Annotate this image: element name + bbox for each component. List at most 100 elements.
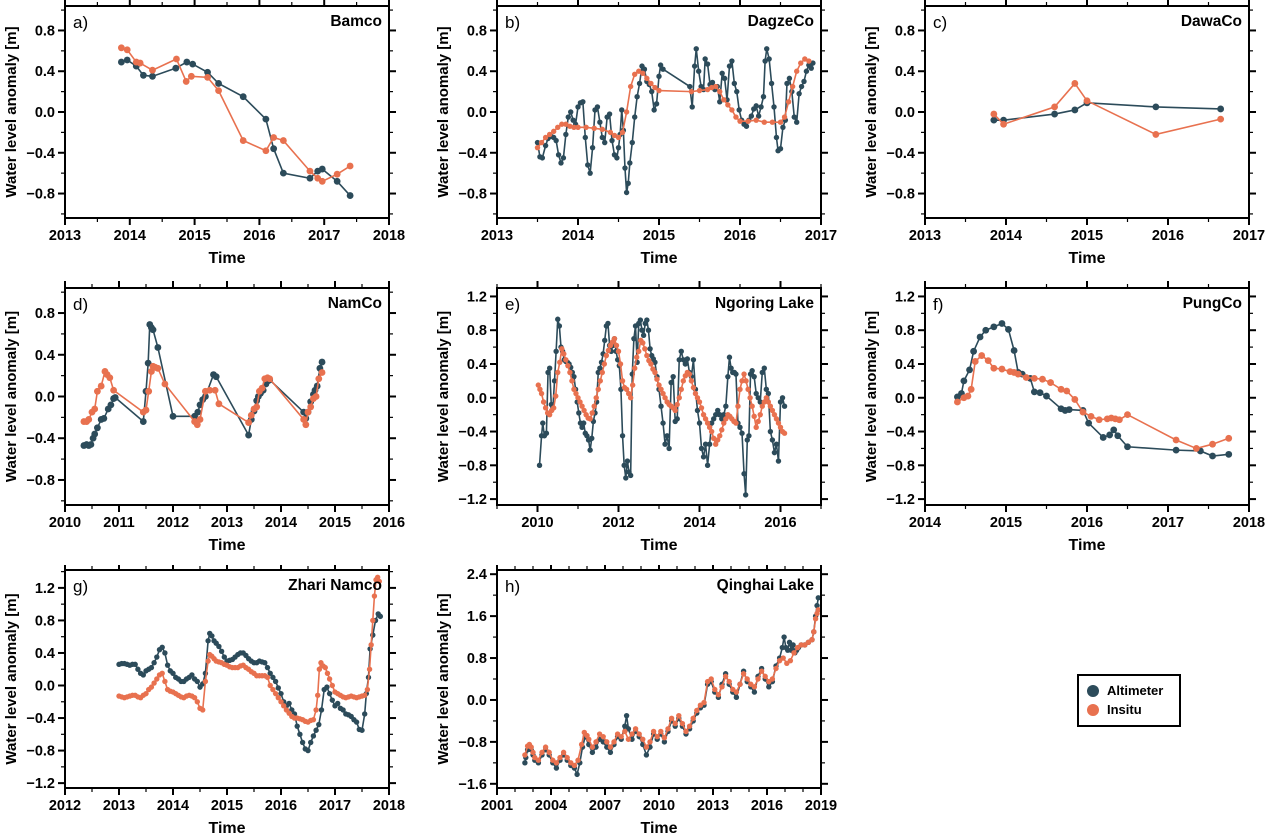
x-tick-label: 2013 (211, 515, 243, 531)
x-axis-title: Time (640, 820, 677, 837)
series-insitu (534, 56, 812, 151)
chart-svg-g: 2012 2013 2014 2015 2016 2017 2018 1.2 0.8 0.4 0.0… (3, 565, 405, 837)
x-tick-label: 2014 (157, 798, 189, 814)
panel-title: DagzeCo (748, 13, 814, 30)
x-axis-title: Time (1068, 537, 1105, 554)
x-tick-label: 2017 (805, 228, 837, 244)
y-axis-title: Water level anomaly [m] (435, 26, 452, 197)
y-tick-label: −0.4 (886, 425, 915, 441)
x-tick-label: 2018 (373, 228, 405, 244)
x-tick-label: 2017 (1152, 515, 1184, 531)
x-axis-title: Time (1068, 250, 1105, 267)
x-axis-title: Time (640, 537, 677, 554)
y-tick-label: −0.8 (886, 187, 915, 203)
x-tick-label: 2018 (1233, 515, 1265, 531)
y-tick-label: 2.4 (467, 567, 487, 583)
y-tick-label: 0.0 (467, 693, 487, 709)
series-insitu (117, 44, 354, 185)
y-tick-label: 0.4 (467, 64, 487, 80)
insitu-marker-icon (1087, 703, 1099, 716)
y-tick-label: −0.4 (26, 146, 55, 162)
x-tick-label: 2016 (243, 228, 275, 244)
x-tick-label: 2012 (157, 515, 189, 531)
x-tick-label: 2007 (589, 798, 621, 814)
x-tick-label: 2016 (751, 798, 783, 814)
x-tick-label: 2015 (1071, 228, 1103, 244)
x-tick-label: 2015 (990, 515, 1022, 531)
y-tick-label: 0.4 (35, 64, 55, 80)
panel-letter: e) (505, 295, 520, 314)
series-insitu (990, 80, 1225, 138)
y-tick-label: −0.4 (458, 425, 487, 441)
x-tick-label: 2018 (373, 798, 405, 814)
y-axis-title: Water level anomaly [m] (3, 26, 20, 197)
plot-frame (924, 5, 1250, 219)
y-axis-title: Water level anomaly [m] (863, 26, 880, 197)
y-tick-label: 0.8 (467, 323, 487, 339)
chart-svg-c: 2013 2014 2015 2016 2017 0.8 0.4 0.0 −0.4 −0.8 Tim… (863, 0, 1265, 267)
x-tick-label: 2014 (909, 515, 941, 531)
legend: Altimeter Insitu (1077, 674, 1181, 727)
panel-letter: f) (933, 295, 943, 314)
chart-svg-d: 2010 2011 2012 2013 2014 2015 2016 0.8 0.4 0.0 −0.… (3, 281, 405, 554)
x-tick-label: 2012 (49, 798, 81, 814)
series-altimeter (954, 320, 1233, 460)
x-tick-label: 2013 (909, 228, 941, 244)
plot-frame (496, 287, 822, 506)
x-tick-label: 2017 (308, 228, 340, 244)
y-axis-title: Water level anomaly [m] (863, 311, 880, 482)
series-insitu (80, 362, 326, 429)
x-tick-label: 2015 (319, 515, 351, 531)
chart-svg-e: 2010 2012 2014 2016 1.2 0.8 0.4 0.0 −0.4 −0.8 −1.2… (435, 281, 828, 554)
x-tick-label: 2010 (643, 798, 675, 814)
y-tick-label: 0.8 (35, 23, 55, 39)
x-tick-label: 2014 (683, 515, 715, 531)
panel-dawaco: 2013 2014 2015 2016 2017 0.8 0.4 0.0 −0.4 −0.8 Tim… (860, 0, 1268, 268)
panel-letter: a) (73, 13, 88, 32)
y-tick-label: −0.8 (458, 735, 487, 751)
y-tick-label: 0.4 (467, 357, 487, 373)
panel-letter: g) (73, 577, 88, 596)
y-tick-label: −1.2 (26, 776, 55, 792)
panel-qinghai-lake: 2001 2004 2007 2010 2013 2016 2019 2.4 1.6 0.8 0.0… (432, 565, 856, 839)
series-insitu (535, 335, 788, 447)
y-tick-label: −1.2 (458, 492, 487, 508)
x-tick-label: 2015 (178, 228, 210, 244)
x-tick-label: 2011 (103, 515, 134, 531)
y-tick-label: 0.0 (895, 105, 915, 121)
plot-frame (64, 569, 390, 789)
panel-letter: d) (73, 295, 88, 314)
y-tick-label: 0.8 (895, 23, 915, 39)
x-tick-label: 2014 (265, 515, 297, 531)
x-tick-label: 2013 (481, 228, 513, 244)
y-tick-label: 0.0 (35, 390, 55, 406)
x-axis-title: Time (208, 820, 245, 837)
x-tick-label: 2015 (643, 228, 675, 244)
plot-frame (924, 287, 1250, 506)
x-tick-label: 2019 (805, 798, 837, 814)
y-tick-label: 0.8 (35, 613, 55, 629)
panel-namco: 2010 2011 2012 2013 2014 2015 2016 0.8 0.4 0.0 −0.… (0, 272, 424, 565)
legend-label-insitu: Insitu (1107, 702, 1142, 717)
chart-svg-f: 2014 2015 2016 2017 2018 1.2 0.8 0.4 0.0 −0.4 −0.8… (863, 281, 1265, 554)
panel-zhari-namco: 2012 2013 2014 2015 2016 2017 2018 1.2 0.8 0.4 0.0… (0, 565, 424, 839)
plot-frame (64, 5, 390, 219)
x-tick-label: 2014 (114, 228, 146, 244)
panel-letter: h) (505, 577, 520, 596)
y-tick-label: 1.2 (467, 289, 487, 305)
y-tick-label: 0.8 (895, 323, 915, 339)
y-tick-label: 1.6 (467, 609, 487, 625)
x-tick-label: 2004 (535, 798, 567, 814)
series-altimeter (117, 56, 354, 199)
panel-ngoring-lake: 2010 2012 2014 2016 1.2 0.8 0.4 0.0 −0.4 −0.8 −1.2… (432, 272, 856, 565)
x-tick-label: 2010 (49, 515, 81, 531)
altimeter-marker-icon (1087, 684, 1099, 697)
y-tick-label: 0.0 (35, 679, 55, 695)
panel-title: PungCo (1183, 295, 1242, 312)
y-axis-title: Water level anomaly [m] (435, 311, 452, 482)
x-tick-label: 2016 (724, 228, 756, 244)
panel-dagzeco: 2013 2014 2015 2016 2017 0.8 0.4 0.0 −0.4 −0.8 Tim… (432, 0, 856, 268)
series-insitu (522, 607, 821, 769)
y-tick-label: −0.8 (26, 187, 55, 203)
